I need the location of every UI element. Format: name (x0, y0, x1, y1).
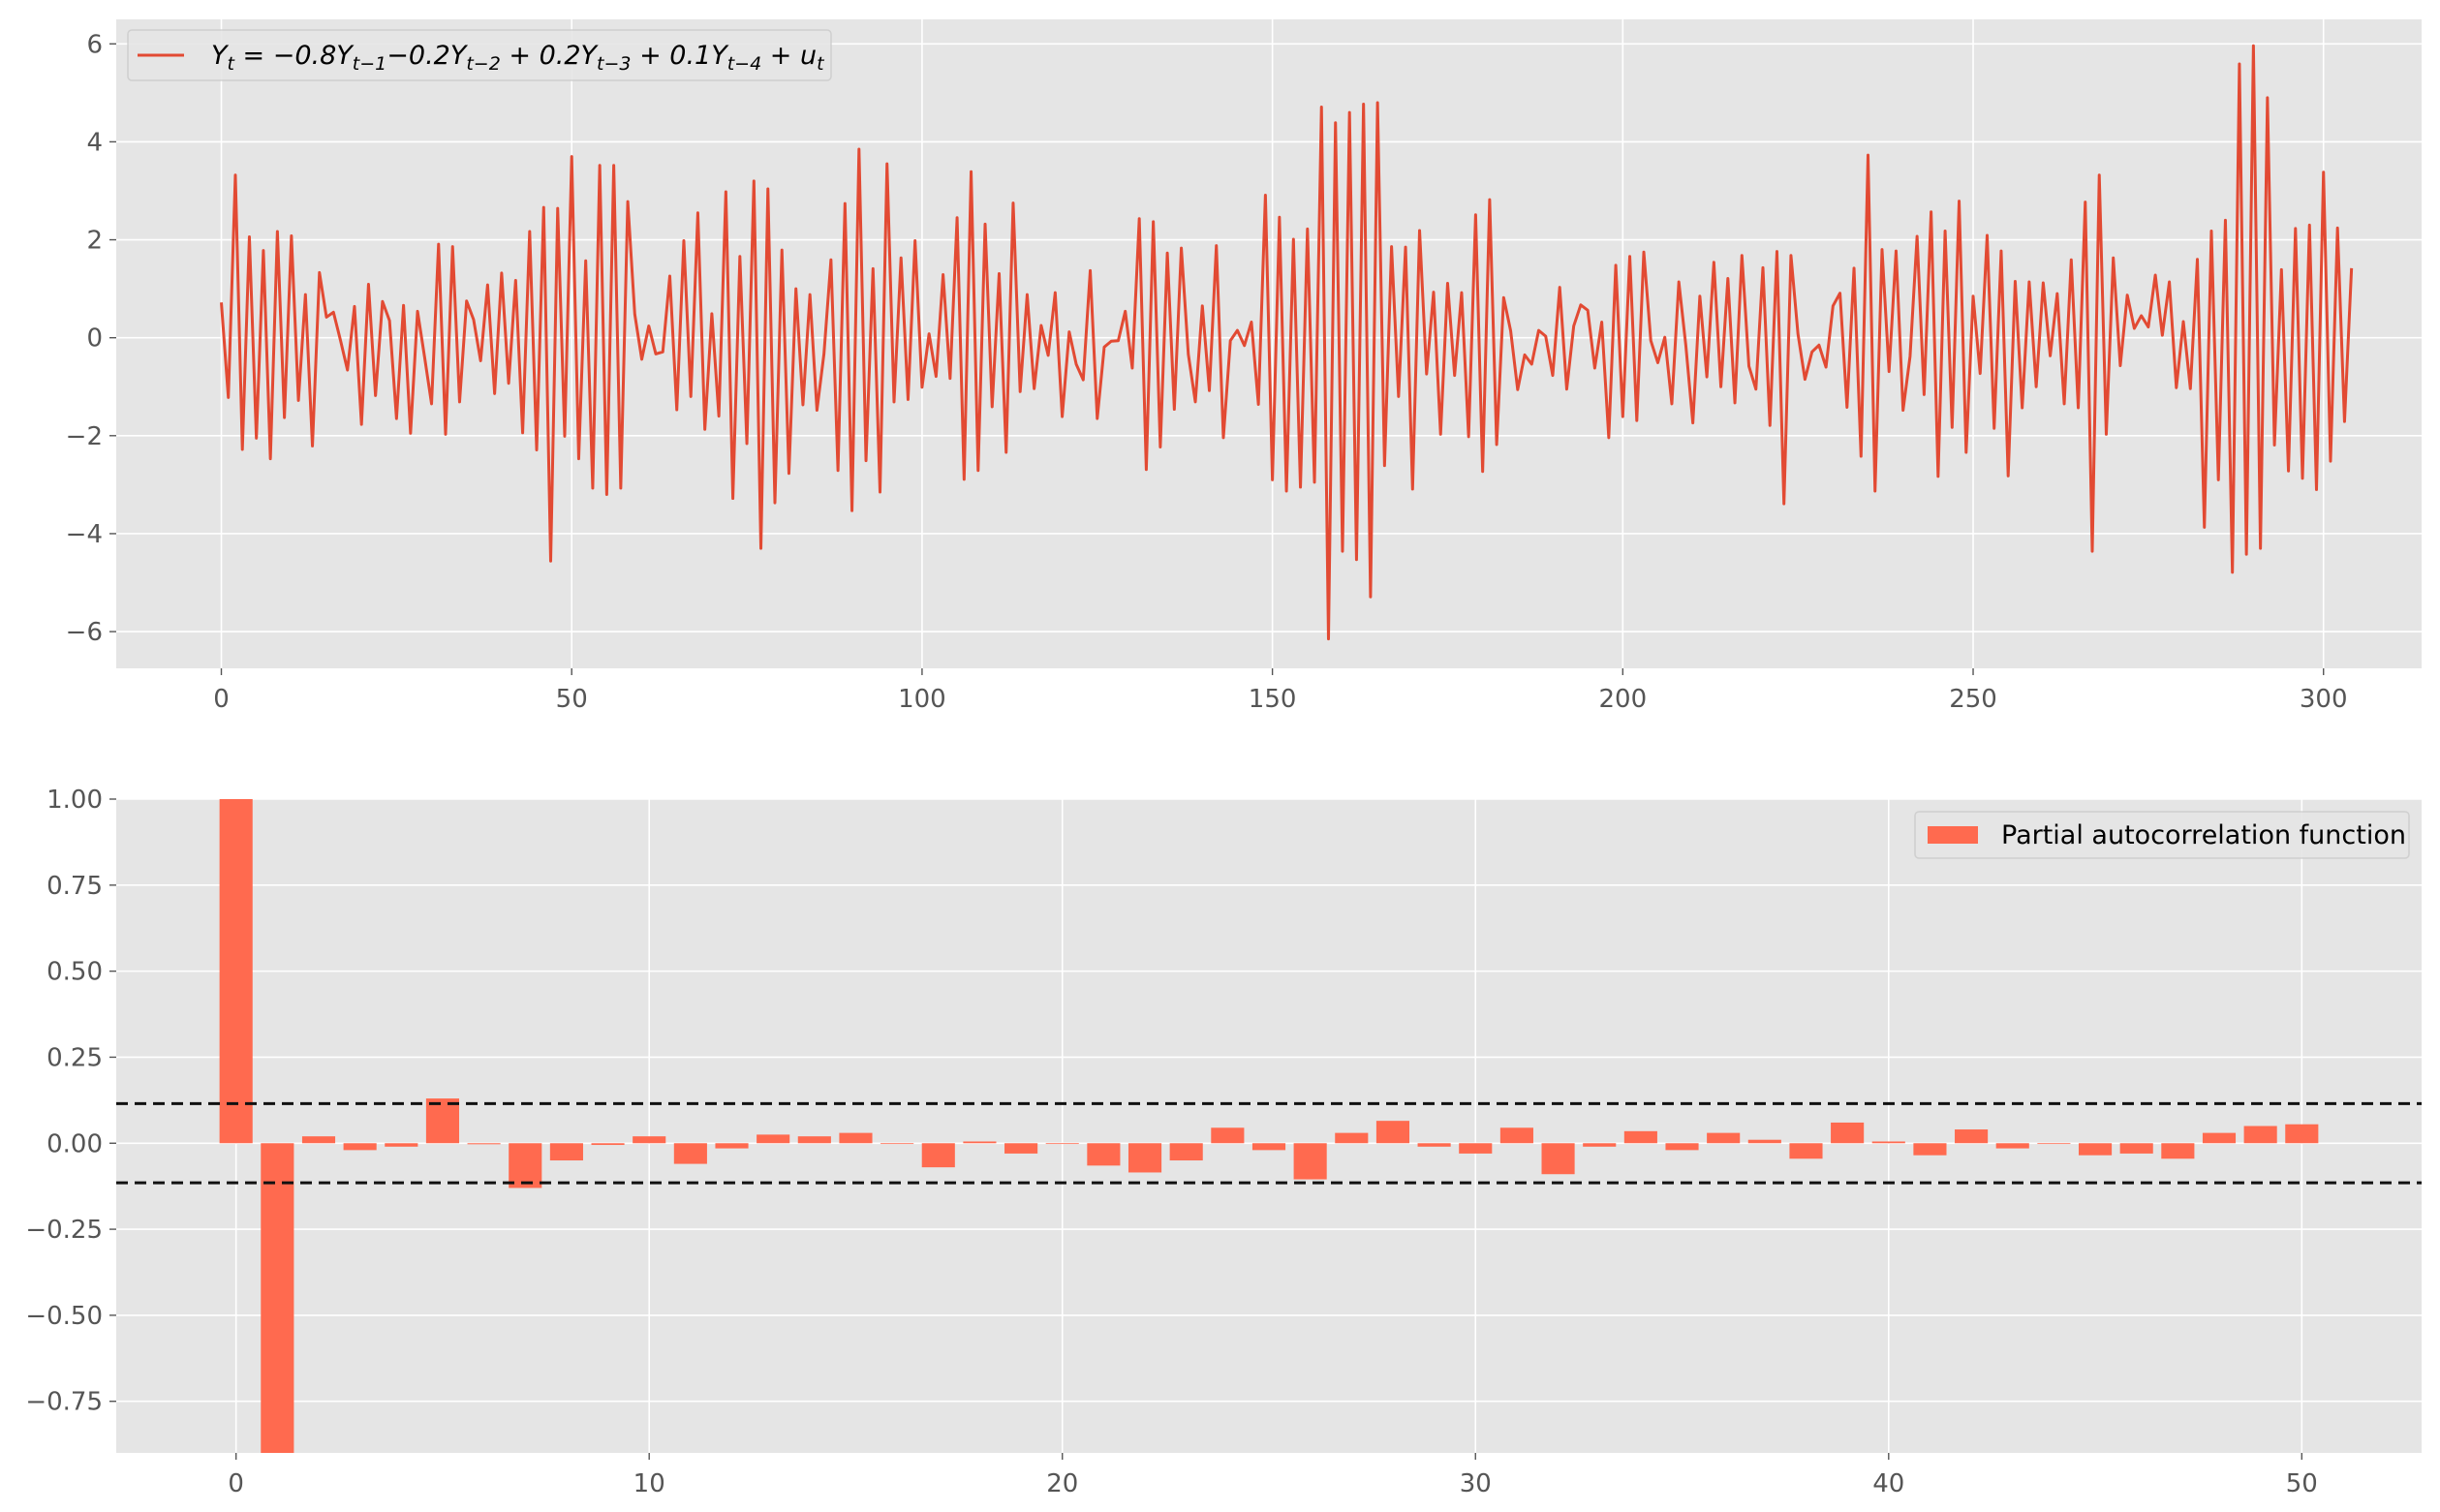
time-series-y-tick-label: −6 (66, 618, 103, 647)
pacf-bar (1127, 1143, 1162, 1173)
pacf-bar (1831, 1122, 1865, 1144)
time-series-x-tick-label: 100 (898, 685, 946, 714)
pacf-bar (1045, 1143, 1079, 1145)
pacf-x-tick-label: 50 (2286, 1469, 2318, 1498)
pacf-bar (921, 1143, 955, 1168)
time-series-legend-box (127, 29, 832, 81)
pacf-bar (1541, 1143, 1575, 1175)
pacf-bar (2202, 1132, 2237, 1144)
pacf-ticks: 0 10 20 30 40 50 −0.75 −0.50 −0.25 0.00 0.25 0.50 0.… (25, 786, 2318, 1498)
pacf-y-tick-label: 1.00 (46, 786, 103, 815)
pacf-bar (591, 1143, 625, 1146)
pacf-bar (2285, 1124, 2319, 1144)
pacf-bar (715, 1143, 749, 1149)
time-series-series (220, 44, 2354, 641)
pacf-bar (343, 1143, 377, 1151)
pacf-y-tick-label: −0.25 (25, 1216, 103, 1245)
time-series-x-tick-label: 250 (1949, 685, 1997, 714)
pacf-bar (2078, 1143, 2113, 1156)
time-series-y-tick-label: 0 (86, 324, 103, 354)
pacf-confidence-bands (116, 1101, 2422, 1185)
pacf-bar (1913, 1143, 1947, 1156)
pacf-bar (1995, 1143, 2029, 1149)
pacf-bar (467, 1143, 501, 1145)
pacf-bar (301, 1136, 336, 1144)
pacf-legend-swatch (1928, 826, 1978, 844)
pacf-bar (1583, 1143, 1617, 1147)
pacf-bar (797, 1136, 831, 1144)
pacf-x-tick-label: 10 (633, 1469, 665, 1498)
pacf-bar (1955, 1129, 1989, 1144)
pacf-y-tick-label: −0.75 (25, 1388, 103, 1417)
pacf-y-tick-label: −0.50 (25, 1302, 103, 1331)
pacf-x-tick-label: 40 (1872, 1469, 1904, 1498)
pacf-bar (1004, 1143, 1038, 1154)
pacf-x-tick-label: 30 (1460, 1469, 1492, 1498)
pacf-bar (1251, 1143, 1286, 1151)
pacf-bar (1623, 1130, 1657, 1144)
time-series-y-tick-label: −2 (66, 422, 103, 451)
pacf-legend: Partial autocorrelation function (1914, 811, 2410, 859)
pacf-bar (1871, 1141, 1905, 1144)
pacf-bar (1293, 1143, 1327, 1180)
pacf-y-tick-label: 0.25 (46, 1043, 103, 1072)
pacf-bar (633, 1136, 666, 1144)
pacf-bar (425, 1098, 460, 1144)
pacf-bar (2243, 1126, 2277, 1144)
pacf-bars (219, 799, 2319, 1453)
pacf-bar (1169, 1143, 1203, 1161)
time-series-y-tick-label: 2 (86, 227, 103, 256)
pacf-bar (1417, 1143, 1451, 1147)
pacf-bar (1707, 1132, 1741, 1144)
pacf-bar (2037, 1143, 2071, 1145)
time-series-x-tick-label: 200 (1598, 685, 1647, 714)
pacf-chart: 0 10 20 30 40 50 −0.75 −0.50 −0.25 0.00 0.25 0.50 0.… (25, 786, 2422, 1498)
pacf-bar (385, 1143, 418, 1147)
time-series-y-tick-label: 4 (86, 128, 103, 157)
pacf-bar (219, 799, 253, 1144)
pacf-bar (839, 1132, 873, 1144)
pacf-bar (673, 1143, 707, 1164)
pacf-bar (963, 1141, 997, 1144)
time-series-y-tick-label: 6 (86, 30, 103, 59)
pacf-legend-box (1914, 811, 2410, 859)
pacf-bar (549, 1143, 583, 1161)
pacf-bar (880, 1143, 914, 1145)
time-series-ticks: 0 50 100 150 200 250 300 −6 −4 −2 0 2 4 6 (66, 30, 2348, 714)
time-series-x-tick-label: 50 (556, 685, 588, 714)
pacf-bar (1375, 1121, 1410, 1144)
pacf-y-tick-label: 0.50 (46, 958, 103, 987)
pacf-bar (2161, 1143, 2195, 1159)
time-series-x-tick-label: 150 (1249, 685, 1297, 714)
time-series-legend-label: Yt = −0.8Yt−1−0.2Yt−2 + 0.2Yt−3 + 0.1Yt−… (211, 41, 825, 75)
pacf-bar (1459, 1143, 1493, 1154)
pacf-bar (1789, 1143, 1823, 1159)
time-series-x-tick-label: 300 (2300, 685, 2348, 714)
time-series-y-tick-label: −4 (66, 520, 103, 549)
pacf-plot-area (116, 799, 2422, 1453)
pacf-bar (1747, 1139, 1781, 1144)
pacf-y-tick-label: 0.00 (46, 1129, 103, 1158)
time-series-chart: 0 50 100 150 200 250 300 −6 −4 −2 0 2 4 6 Yt = −0.8Yt… (66, 19, 2422, 714)
pacf-bar (1499, 1127, 1533, 1144)
pacf-bar (1665, 1143, 1699, 1151)
pacf-bar (261, 1143, 294, 1453)
time-series-legend: Yt = −0.8Yt−1−0.2Yt−2 + 0.2Yt−3 + 0.1Yt−… (127, 29, 832, 81)
time-series-line (220, 44, 2354, 641)
pacf-y-tick-label: 0.75 (46, 872, 103, 901)
pacf-legend-label: Partial autocorrelation function (2001, 820, 2406, 850)
pacf-bar (1211, 1127, 1245, 1144)
time-series-x-tick-label: 0 (213, 685, 230, 714)
pacf-bar (757, 1134, 790, 1144)
pacf-x-tick-label: 20 (1046, 1469, 1078, 1498)
pacf-grid (116, 798, 2422, 1453)
pacf-bar (509, 1143, 542, 1188)
pacf-bar (1087, 1143, 1121, 1166)
pacf-x-tick-label: 0 (228, 1469, 244, 1498)
pacf-bar (1335, 1132, 1369, 1144)
pacf-bar (2119, 1143, 2153, 1154)
